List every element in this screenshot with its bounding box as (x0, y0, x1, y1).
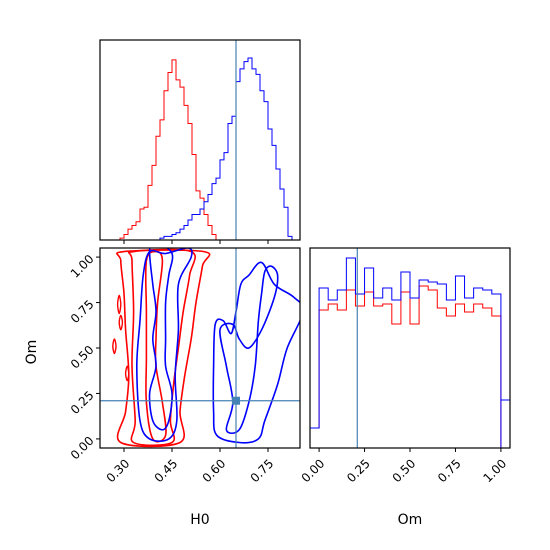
om-marginal-panel (309, 247, 511, 449)
om-histogram-red (310, 285, 502, 448)
om-y-tick-label: 0.00 (68, 434, 97, 463)
om-x-tick-label: 0.25 (344, 456, 373, 485)
contour-island-red-2 (118, 314, 124, 331)
contour-red-0 (144, 250, 167, 443)
contour-island-red-0 (116, 294, 122, 315)
h0-tick-label: 0.45 (152, 456, 181, 485)
contour-blue-1 (219, 265, 279, 435)
contour-blue-0 (148, 248, 174, 431)
truth-marker (232, 396, 240, 405)
h0-marginal-panel (99, 39, 301, 241)
contour-blue-2 (135, 248, 193, 442)
om-y-tick-label: 0.50 (68, 343, 97, 372)
h0-histogram-red (100, 59, 300, 240)
om-y-tick-label: 0.25 (68, 388, 97, 417)
om-y-tick-label: 0.75 (68, 297, 97, 326)
h0-om-joint-panel (99, 247, 301, 449)
h0-tick-label: 0.60 (200, 456, 229, 485)
contour-island-red-1 (112, 338, 117, 355)
h0-marginal-frame (99, 39, 301, 241)
y-axis-label-om: Om (24, 340, 40, 365)
om-x-tick-label: 1.00 (480, 456, 509, 485)
x-axis-label-h0: H0 (190, 512, 209, 528)
om-histogram-blue (310, 257, 510, 448)
h0-tick-label: 0.75 (248, 456, 277, 485)
contour-red-2 (116, 249, 211, 448)
om-x-tick-label: 0.00 (299, 456, 328, 485)
om-x-tick-label: 0.75 (435, 456, 464, 485)
om-y-tick-label: 1.00 (68, 252, 97, 281)
contour-island-red-3 (124, 365, 130, 382)
om-x-tick-label: 0.50 (390, 456, 419, 485)
h0-tick-label: 0.30 (104, 456, 133, 485)
x-axis-label-om: Om (398, 512, 423, 528)
h0-histogram-blue (100, 57, 296, 240)
contour-blue-3 (212, 261, 300, 444)
